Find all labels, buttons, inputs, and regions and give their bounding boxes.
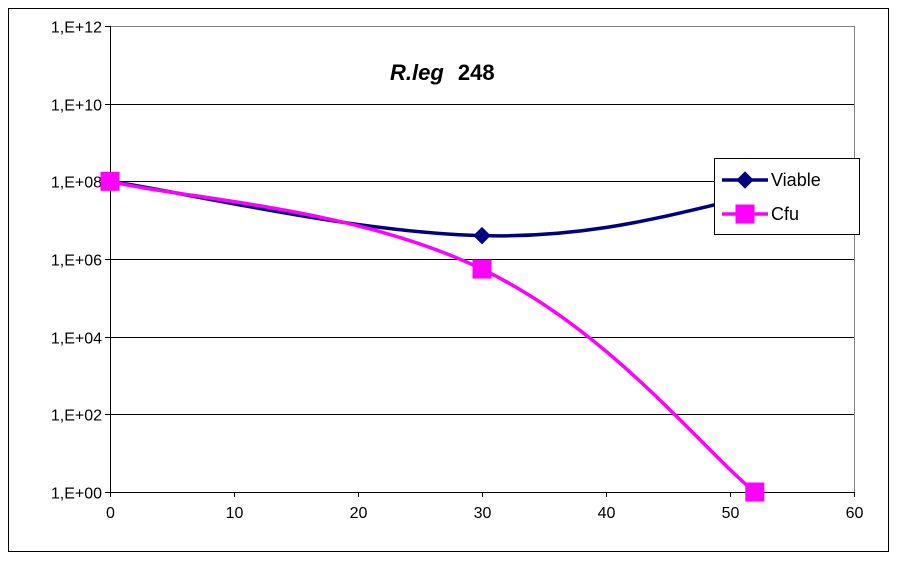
legend: Viable Cfu <box>714 158 860 235</box>
x-tick-label: 50 <box>722 505 740 522</box>
x-tick-label: 40 <box>598 505 616 522</box>
y-tick-label: 1,E+08 <box>51 175 102 192</box>
chart-title-rest: 248 <box>458 60 495 85</box>
x-tick-label: 10 <box>226 505 244 522</box>
y-tick-label: 1,E+02 <box>51 408 102 425</box>
legend-label-cfu: Cfu <box>771 204 799 224</box>
point-cfu <box>100 171 120 191</box>
axes: 1,E+00 1,E+02 1,E+04 1,E+06 1,E+08 1,E+10 1,E+… <box>51 20 864 523</box>
chart-title-italic: R.leg <box>390 60 444 85</box>
legend-marker-cfu <box>735 204 755 224</box>
y-tick-label: 1,E+06 <box>51 253 102 270</box>
chart-title: R.leg 248 <box>390 60 495 85</box>
y-tick-label: 1,E+00 <box>51 486 102 503</box>
x-tick-label: 30 <box>474 505 492 522</box>
point-cfu <box>472 259 492 279</box>
point-viable <box>473 226 491 245</box>
x-tick-label: 20 <box>350 505 368 522</box>
legend-marker-viable <box>736 171 754 189</box>
y-tick-label: 1,E+12 <box>51 20 102 37</box>
point-cfu <box>745 482 765 502</box>
legend-label-viable: Viable <box>771 170 821 190</box>
x-tick-label: 0 <box>106 505 115 522</box>
x-tick-label: 60 <box>846 505 864 522</box>
y-tick-label: 1,E+10 <box>51 98 102 115</box>
y-tick-label: 1,E+04 <box>51 331 102 348</box>
